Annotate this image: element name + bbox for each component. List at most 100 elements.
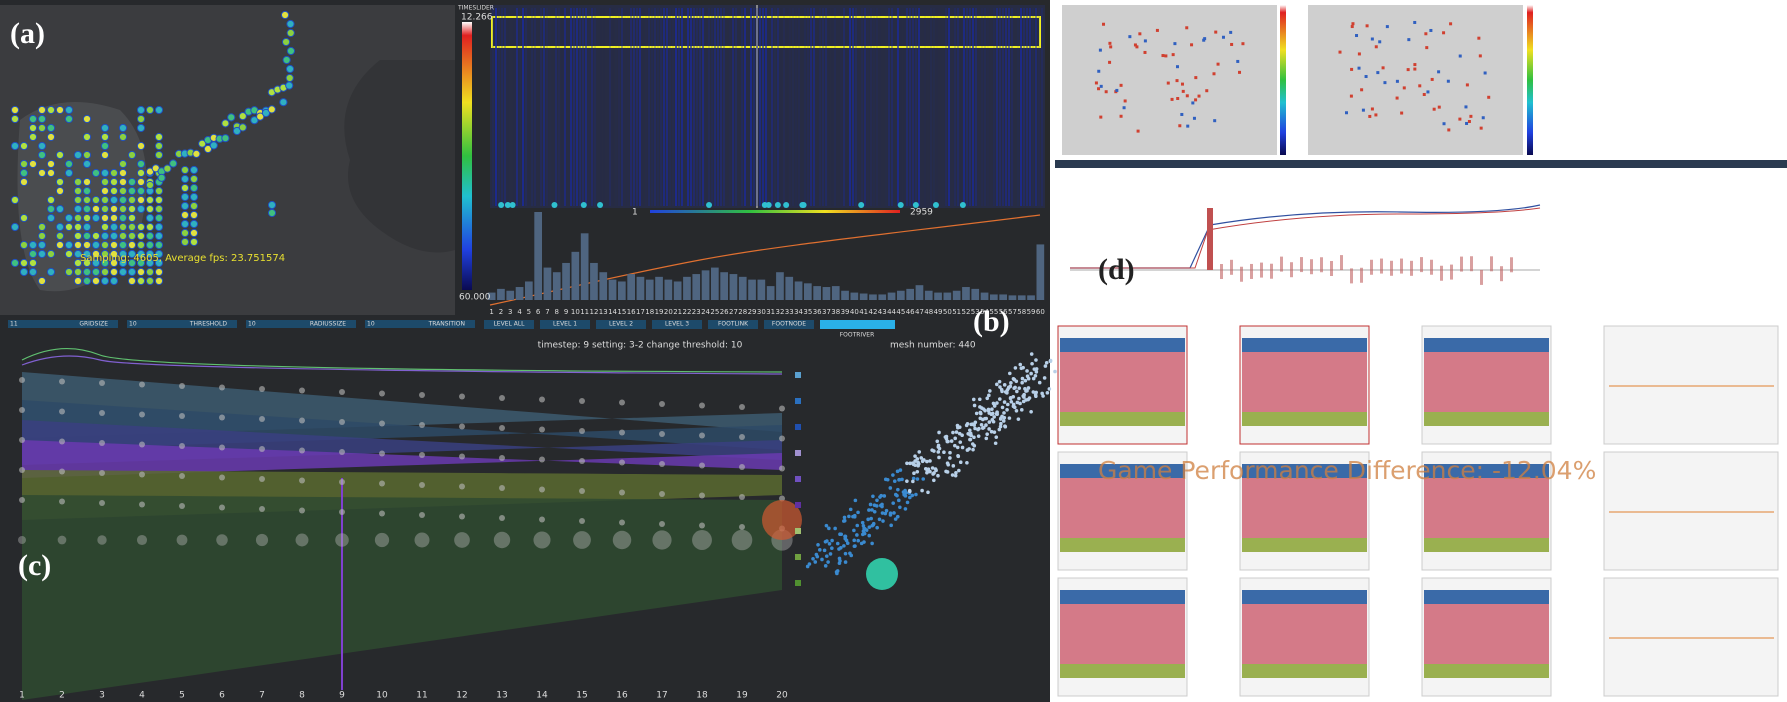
- heatmap-column: [762, 8, 764, 206]
- scatter-point: [951, 430, 955, 435]
- slider-track[interactable]: [127, 320, 237, 328]
- button-label: FOOTLINK: [718, 321, 749, 328]
- flow-node: [739, 434, 745, 440]
- map-dot: [286, 19, 295, 29]
- map-caption: Sampling: 4605, Average fps: 23.751574: [80, 253, 285, 264]
- flow-node: [579, 488, 585, 494]
- d-peak-bar: [1207, 208, 1213, 270]
- map-dot: [73, 240, 83, 250]
- map-dot: [91, 240, 101, 250]
- scatter-point: [1015, 389, 1019, 394]
- thumb-dot: [1221, 35, 1225, 39]
- thumb-dot: [1395, 96, 1399, 100]
- scatter-point: [998, 385, 1002, 389]
- flow-node: [414, 532, 430, 548]
- toggle-button[interactable]: [652, 320, 702, 329]
- slider-track[interactable]: [365, 320, 475, 328]
- heatmap-column: [618, 8, 620, 206]
- histogram-bar: [906, 288, 914, 300]
- scatter-point: [818, 548, 822, 552]
- flow-node: [179, 383, 185, 389]
- scatter-point: [866, 517, 870, 522]
- toggle-button[interactable]: [764, 320, 814, 329]
- map-dot: [232, 126, 242, 136]
- flow-node: [99, 500, 105, 506]
- heatmap-column: [774, 8, 776, 206]
- toggle-button[interactable]: [596, 320, 646, 329]
- scatter-point: [1048, 359, 1053, 363]
- flow-node: [219, 414, 225, 421]
- scatter-point: [948, 450, 952, 455]
- heatmap-column: [663, 8, 665, 206]
- toggle-button[interactable]: [820, 320, 895, 329]
- map-dot: [64, 105, 74, 115]
- toggle-button[interactable]: [540, 320, 590, 329]
- scatter-point: [1007, 416, 1012, 420]
- map-dot: [282, 55, 291, 65]
- map-dot: [28, 132, 38, 142]
- toggle-button[interactable]: [484, 320, 534, 329]
- scatter-point: [811, 556, 815, 561]
- scatter-point: [954, 470, 958, 475]
- heatmap-column: [792, 8, 794, 206]
- flow-node: [619, 459, 625, 466]
- scatter-point: [880, 502, 884, 507]
- flow-node: [139, 501, 145, 508]
- flow-node: [139, 471, 145, 478]
- map-dot: [136, 222, 146, 232]
- thumb-dot: [1178, 124, 1182, 128]
- flow-node: [379, 510, 385, 517]
- scatter-point: [1014, 408, 1019, 413]
- heatmap-column: [828, 8, 830, 206]
- toggle-button[interactable]: [708, 320, 758, 329]
- slider-track[interactable]: [246, 320, 356, 328]
- thumb-dot: [1229, 30, 1233, 34]
- slider-track[interactable]: [8, 320, 118, 328]
- map-dot: [37, 240, 47, 250]
- flow-node: [339, 389, 345, 395]
- scatter-point: [988, 389, 992, 393]
- map-dot: [127, 249, 137, 259]
- scatter-point: [986, 407, 991, 412]
- scatter-point: [987, 393, 991, 398]
- thumb-dot: [1135, 45, 1139, 49]
- scatter-point: [892, 479, 897, 484]
- flow-node: [419, 512, 425, 518]
- map-dot: [127, 222, 137, 232]
- flow-node: [59, 378, 65, 385]
- flow-node: [499, 425, 505, 431]
- flow-tick-label: 9: [339, 691, 345, 701]
- histogram-tick-label: 57: [1008, 308, 1017, 316]
- scatter-point: [953, 473, 958, 478]
- histogram-bar: [525, 281, 533, 300]
- map-dot: [118, 132, 128, 142]
- histogram-tick-label: 38: [831, 308, 840, 316]
- scatter-point: [1023, 378, 1028, 383]
- scatter-point: [969, 422, 973, 427]
- scatter-point: [1029, 409, 1033, 414]
- map-dot: [109, 168, 119, 178]
- scatter-point: [823, 564, 828, 568]
- scatter-point: [1018, 401, 1022, 406]
- scatter-point: [848, 507, 853, 512]
- scatter-point: [968, 437, 973, 442]
- thumb-dot: [1143, 39, 1147, 43]
- map-dot: [91, 231, 101, 241]
- map-dot: [118, 267, 128, 277]
- scatter-point: [868, 502, 873, 507]
- mini-bottom: [1242, 412, 1367, 426]
- scatter-point: [1011, 404, 1016, 409]
- scatter-point: [903, 507, 908, 511]
- heatmap-column: [732, 8, 734, 206]
- scatter-point: [872, 503, 877, 507]
- thumb-dot: [1374, 45, 1378, 49]
- map-dot: [286, 46, 295, 56]
- flow-node: [779, 405, 785, 412]
- thumb-dot: [1402, 86, 1406, 90]
- heatmap-column: [906, 8, 908, 206]
- thumb-dot: [1181, 89, 1185, 93]
- map-dot: [261, 108, 271, 118]
- scatter-point: [1009, 399, 1014, 404]
- scatter-point: [1011, 394, 1016, 399]
- heatmap-column: [594, 8, 596, 206]
